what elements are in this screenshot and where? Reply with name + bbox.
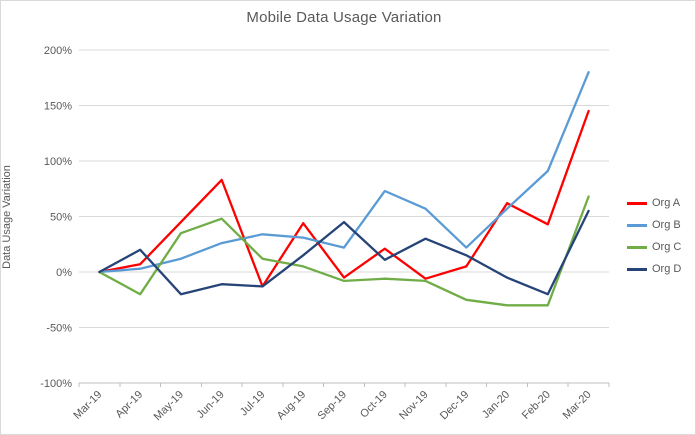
y-tick-label: -50% bbox=[46, 323, 72, 335]
x-tick-label: Aug-19 bbox=[275, 389, 309, 423]
legend-line-swatch bbox=[627, 223, 647, 227]
x-tick-label: May-19 bbox=[152, 389, 186, 423]
x-tick-label: Jul-19 bbox=[238, 389, 268, 419]
legend-item-org-b: Org B bbox=[627, 214, 695, 236]
legend-line-swatch bbox=[627, 245, 647, 249]
x-tick-label: Mar-19 bbox=[71, 389, 104, 422]
series-line-org-b bbox=[98, 71, 590, 274]
x-tick-label: Jan-20 bbox=[480, 389, 512, 421]
x-tick-label: Oct-19 bbox=[358, 389, 390, 421]
series-line-org-d bbox=[98, 209, 590, 296]
y-tick-label: -100% bbox=[40, 378, 72, 390]
x-tick-label: Nov-19 bbox=[397, 389, 431, 423]
y-tick-label: 200% bbox=[44, 45, 72, 57]
y-tick-label: 150% bbox=[44, 101, 72, 113]
legend-label: Org B bbox=[652, 219, 681, 231]
x-tick-label: Feb-20 bbox=[520, 389, 553, 422]
legend-label: Org A bbox=[652, 197, 681, 209]
legend-item-org-a: Org A bbox=[627, 192, 695, 214]
x-tick-label: Apr-19 bbox=[113, 389, 145, 421]
series-line-org-a bbox=[98, 109, 590, 288]
x-tick-label: Jun-19 bbox=[195, 389, 227, 421]
legend-label: Org D bbox=[652, 263, 682, 275]
legend: Org A Org B Org C Org D bbox=[627, 192, 695, 280]
y-tick-label: 100% bbox=[44, 156, 72, 168]
chart-title: Mobile Data Usage Variation bbox=[246, 9, 442, 26]
x-tick-label: Mar-20 bbox=[561, 389, 594, 422]
y-tick-label: 50% bbox=[50, 212, 72, 224]
legend-item-org-d: Org D bbox=[627, 258, 695, 280]
legend-line-swatch bbox=[627, 201, 647, 205]
legend-item-org-c: Org C bbox=[627, 236, 695, 258]
x-tick-label: Dec-19 bbox=[438, 389, 472, 423]
series-line-org-c bbox=[98, 195, 590, 307]
legend-label: Org C bbox=[652, 241, 682, 253]
y-tick-label: 0% bbox=[56, 267, 72, 279]
legend-line-swatch bbox=[627, 267, 647, 271]
x-tick-label: Sep-19 bbox=[316, 389, 350, 423]
